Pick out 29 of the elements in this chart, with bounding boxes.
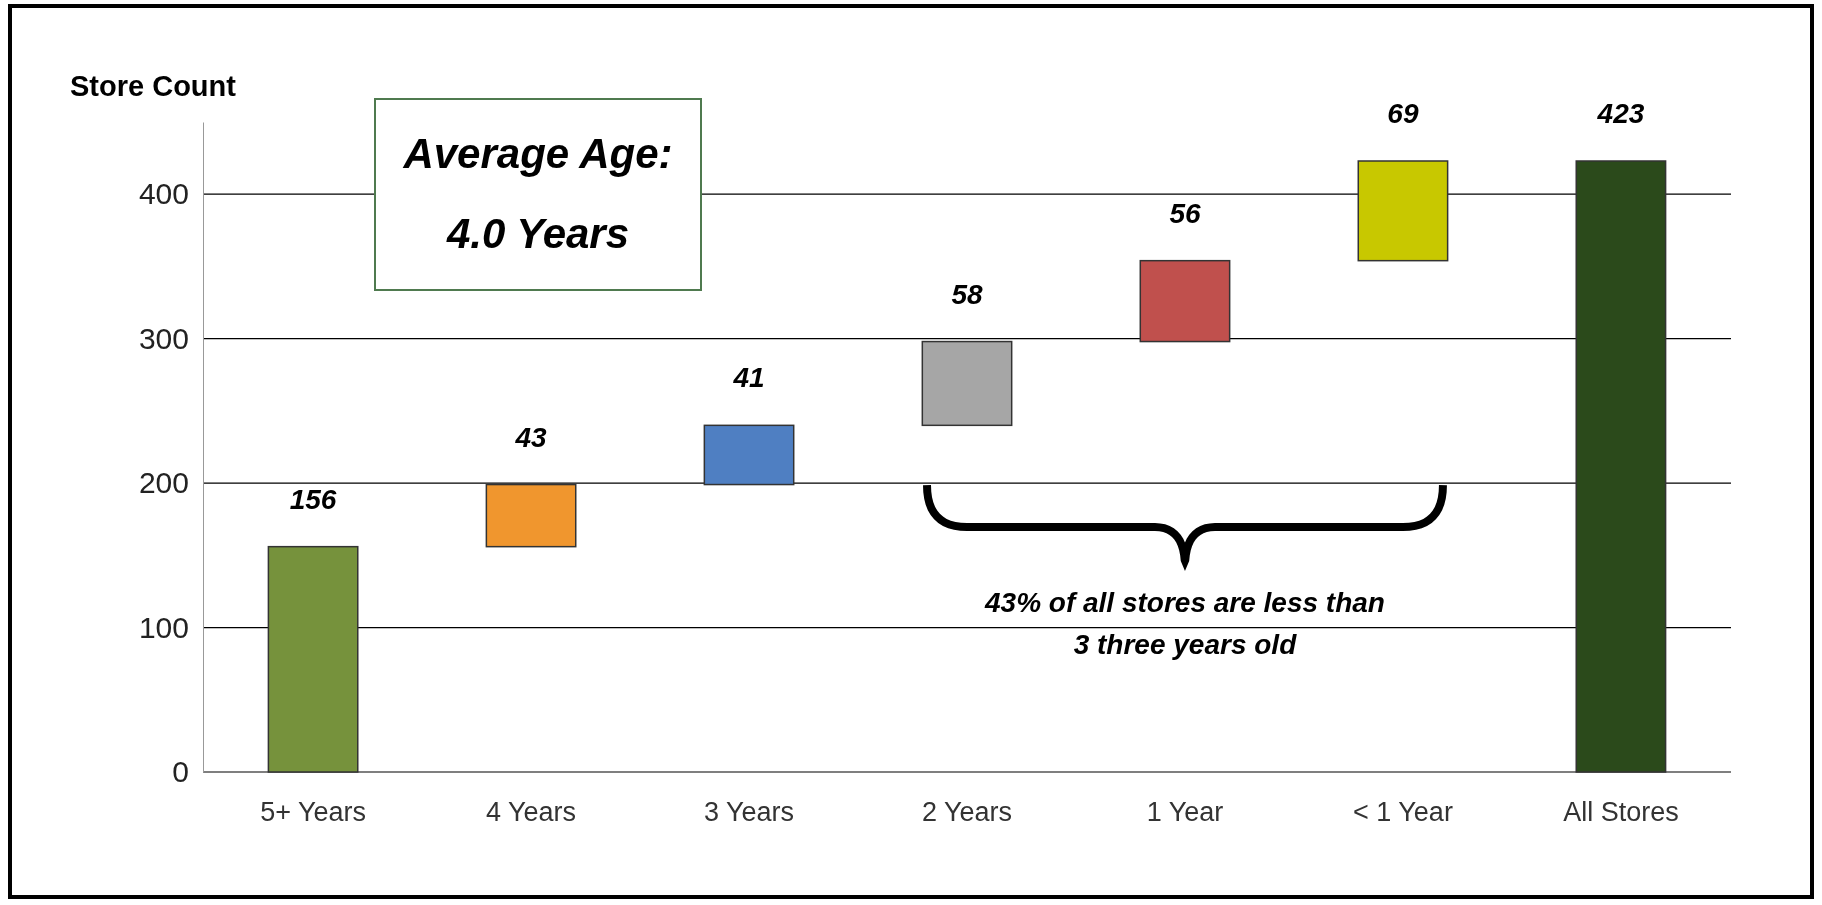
y-tick-label: 300: [138, 321, 189, 355]
y-axis-title: Store Count: [70, 70, 237, 102]
bar: [1357, 160, 1449, 262]
y-tick-label: 400: [138, 177, 189, 211]
annotation: 43% of all stores are less than 3 three years old: [983, 587, 1385, 660]
data-label: 423: [1596, 98, 1645, 129]
x-tick-label: < 1 Year: [1353, 797, 1453, 828]
data-label: 56: [1169, 197, 1201, 229]
annotation: Average Age: 4.0 Years: [402, 130, 673, 257]
bar: [1139, 259, 1231, 343]
bar: [703, 424, 795, 486]
data-label: 43: [514, 421, 548, 453]
x-tick-label: 4 Years: [486, 797, 577, 828]
data-label: 41: [732, 362, 765, 394]
x-tick-label: 3 Years: [703, 797, 795, 828]
data-label: 156: [289, 483, 337, 515]
x-tick-label: All Stores: [1563, 797, 1679, 828]
y-tick-label: 100: [138, 610, 189, 644]
y-tick-label: 200: [138, 466, 189, 500]
x-tick-label: 5+ Years: [260, 797, 367, 828]
x-tick-label: 1 Year: [1146, 797, 1224, 828]
bar: [485, 483, 577, 548]
data-label: 58: [951, 278, 983, 310]
x-tick-label: 2 Years: [921, 797, 1013, 828]
y-tick-label: 0: [172, 755, 189, 789]
bar: [921, 340, 1013, 427]
data-label: 69: [1387, 98, 1419, 129]
bar: [267, 545, 359, 773]
bar: [1575, 160, 1667, 773]
